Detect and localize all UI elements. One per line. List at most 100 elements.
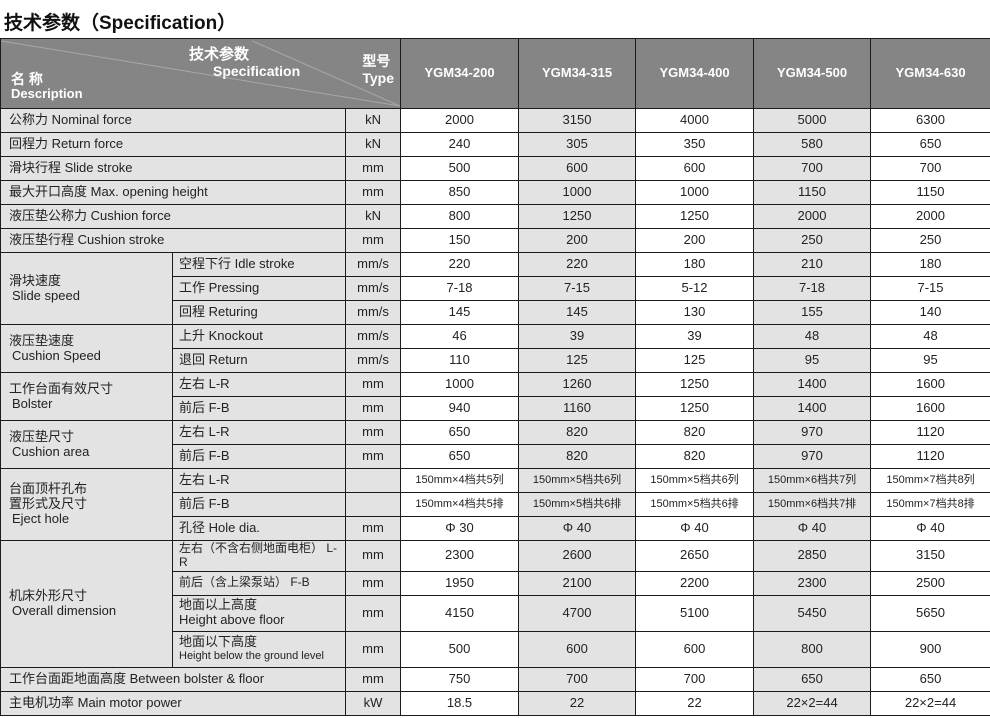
value-cell: Φ 40: [870, 516, 990, 541]
value-cell: 1000: [635, 180, 755, 205]
value-cell: 1150: [870, 180, 990, 205]
value-cell: 7-15: [518, 276, 637, 301]
header-row: 技术参数 Specification 名 称 Description 型号 Type …: [0, 38, 990, 109]
value-cell: 5450: [753, 594, 872, 632]
value-cell: 970: [753, 420, 872, 445]
value-cell: 22×2=44: [753, 690, 872, 716]
value-cell: 1250: [518, 204, 637, 229]
value-cell: 820: [635, 420, 755, 445]
value-cell: 1260: [518, 372, 637, 397]
value-cell: 940: [400, 396, 520, 421]
value-cell: 650: [870, 132, 990, 157]
table-row: 前后 F-B 150mm×4档共5排 150mm×5档共6排 150mm×5档共…: [1, 492, 990, 517]
unit-cell: mm/s: [344, 300, 402, 325]
value-cell: 2500: [870, 570, 990, 596]
table-row: 回程力 Return force kN 240 305 350 580 650: [0, 132, 990, 157]
value-cell: 200: [518, 228, 637, 253]
table-row: 台面顶杆孔布 置形式及尺寸 Eject hole 左右 L-R 150mm×4档共5…: [0, 468, 990, 541]
value-cell: 150mm×5档共6排: [635, 492, 755, 517]
value-cell: 1600: [870, 396, 990, 421]
table-row: 滑块行程 Slide stroke mm 500 600 600 700 700: [0, 156, 990, 181]
value-cell: 500: [400, 156, 520, 181]
group-label-cushion-speed: 液压垫速度 Cushion Speed: [0, 324, 173, 373]
value-cell: 7-18: [753, 276, 872, 301]
value-cell: 600: [635, 156, 755, 181]
value-cell: 5-12: [635, 276, 755, 301]
table-row: 前后 F-B mm 940 1160 1250 1400 1600: [1, 396, 990, 421]
model-column-header: YGM34-500: [753, 38, 872, 109]
model-column-header: YGM34-200: [400, 38, 520, 109]
table-row: 机床外形尺寸 Overall dimension 左右（不含右侧地面电柜） L-R…: [0, 540, 990, 668]
value-cell: 4150: [400, 594, 520, 632]
value-cell: 820: [518, 444, 637, 469]
table-row: 地面以上高度 Height above floor mm 4150 4700 51…: [1, 594, 990, 632]
table-row: 地面以下高度 Height below the ground level mm 5…: [1, 630, 990, 668]
header-description-label: 名 称 Description: [11, 70, 83, 102]
value-cell: 220: [400, 252, 520, 277]
value-cell: 1000: [518, 180, 637, 205]
value-cell: 1600: [870, 372, 990, 397]
value-cell: 820: [518, 420, 637, 445]
sub-label: 左右（不含右侧地面电柜） L-R: [172, 540, 346, 572]
unit-cell: mm: [344, 516, 402, 541]
value-cell: 22: [635, 690, 755, 716]
unit-cell: kN: [344, 204, 402, 229]
row-label: 液压垫公称力 Cushion force: [0, 204, 346, 229]
value-cell: 150mm×6档共7排: [753, 492, 872, 517]
value-cell: 95: [870, 348, 990, 373]
value-cell: 150mm×4档共5列: [400, 468, 520, 493]
value-cell: 125: [518, 348, 637, 373]
value-cell: 3150: [518, 108, 637, 133]
value-cell: 4000: [635, 108, 755, 133]
value-cell: 1150: [753, 180, 872, 205]
value-cell: 700: [635, 666, 755, 692]
sub-label: 孔径 Hole dia.: [172, 516, 346, 541]
value-cell: 700: [870, 156, 990, 181]
header-type-label: 型号 Type: [362, 53, 395, 86]
value-cell: 1120: [870, 444, 990, 469]
row-label: 滑块行程 Slide stroke: [0, 156, 346, 181]
value-cell: 500: [400, 630, 520, 668]
value-cell: 800: [753, 630, 872, 668]
unit-cell: mm: [344, 372, 402, 397]
value-cell: 650: [400, 444, 520, 469]
value-cell: 800: [400, 204, 520, 229]
value-cell: 3150: [870, 540, 990, 572]
value-cell: 1250: [635, 204, 755, 229]
value-cell: Φ 40: [518, 516, 637, 541]
table-row: 前后（含上梁泵站） F-B mm 1950 2100 2200 2300 250…: [1, 570, 990, 596]
value-cell: 580: [753, 132, 872, 157]
value-cell: 48: [753, 324, 872, 349]
value-cell: 1120: [870, 420, 990, 445]
unit-cell: mm: [344, 420, 402, 445]
value-cell: 39: [635, 324, 755, 349]
value-cell: 46: [400, 324, 520, 349]
value-cell: 22: [518, 690, 637, 716]
sub-label: 前后 F-B: [172, 396, 346, 421]
unit-cell: mm: [344, 630, 402, 668]
group-label-cushion-area: 液压垫尺寸 Cushion area: [0, 420, 173, 469]
value-cell: 180: [870, 252, 990, 277]
header-corner-cell: 技术参数 Specification 名 称 Description 型号 Type: [0, 38, 402, 109]
value-cell: 130: [635, 300, 755, 325]
value-cell: 250: [753, 228, 872, 253]
sub-label: 左右 L-R: [172, 372, 346, 397]
value-cell: 5650: [870, 594, 990, 632]
value-cell: 700: [753, 156, 872, 181]
specification-table: 技术参数 Specification 名 称 Description 型号 Type …: [0, 38, 990, 716]
value-cell: 350: [635, 132, 755, 157]
unit-cell: mm/s: [344, 276, 402, 301]
value-cell: 2600: [518, 540, 637, 572]
row-label: 工作台面距地面高度 Between bolster & floor: [0, 666, 346, 692]
value-cell: 150mm×7档共8排: [870, 492, 990, 517]
unit-cell: kN: [344, 108, 402, 133]
value-cell: 2850: [753, 540, 872, 572]
value-cell: 7-18: [400, 276, 520, 301]
unit-cell: kW: [344, 690, 402, 716]
sub-label: 地面以下高度 Height below the ground level: [172, 630, 346, 668]
value-cell: 5100: [635, 594, 755, 632]
value-cell: 240: [400, 132, 520, 157]
value-cell: 1000: [400, 372, 520, 397]
unit-cell: mm: [344, 156, 402, 181]
group-label-overall-dimension: 机床外形尺寸 Overall dimension: [0, 540, 173, 668]
